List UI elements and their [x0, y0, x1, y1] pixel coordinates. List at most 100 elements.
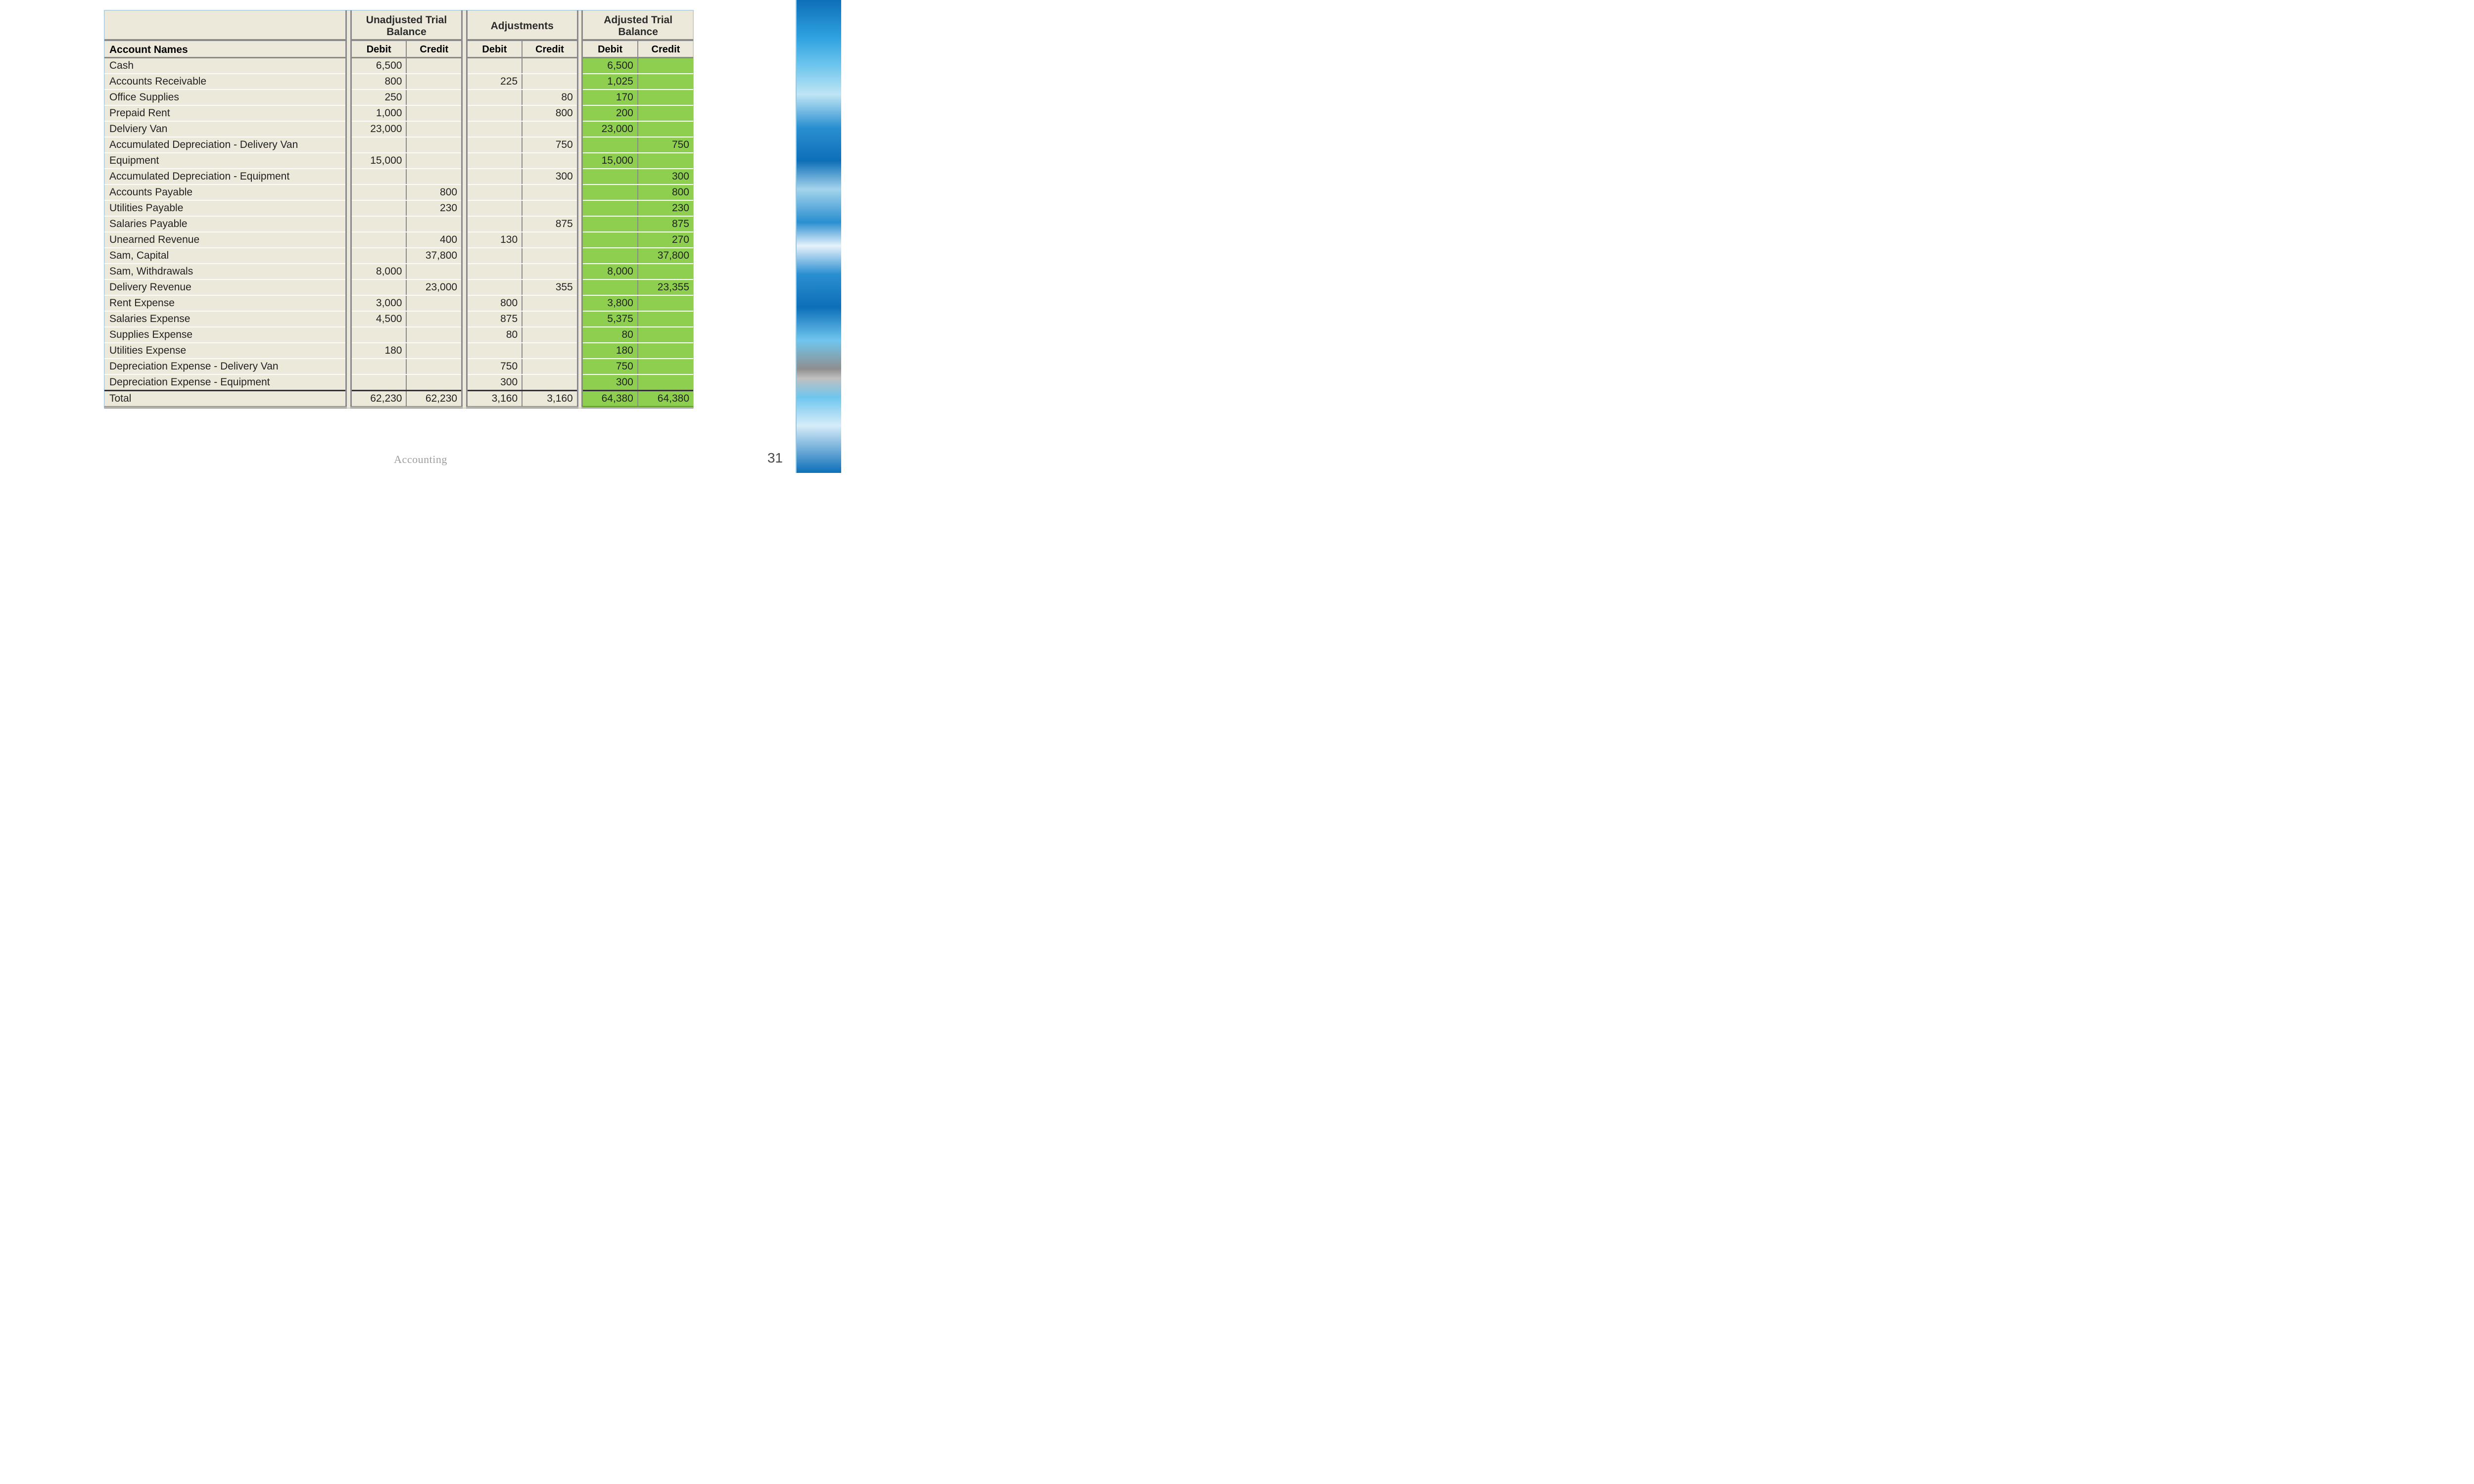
value-cell [638, 74, 693, 90]
account-name-cell: Delviery Van [104, 121, 346, 137]
group-separator [462, 137, 467, 153]
value-cell [467, 169, 522, 185]
group-separator [346, 248, 351, 264]
value-cell: 5,375 [582, 311, 638, 327]
table-row: Accumulated Depreciation - Delivery Van7… [104, 137, 693, 153]
value-cell: 8,000 [582, 264, 638, 279]
value-cell [406, 264, 462, 279]
value-cell [522, 232, 577, 248]
table-row: Unearned Revenue400130270 [104, 232, 693, 248]
value-cell [522, 74, 577, 90]
value-cell: 62,230 [351, 391, 406, 408]
account-name-cell: Accounts Receivable [104, 74, 346, 90]
group-separator [577, 311, 582, 327]
value-cell: 800 [351, 74, 406, 90]
value-cell [406, 311, 462, 327]
table-row: Salaries Payable875875 [104, 216, 693, 232]
account-name-cell: Depreciation Expense - Delivery Van [104, 359, 346, 374]
account-name-cell: Accumulated Depreciation - Delivery Van [104, 137, 346, 153]
account-names-header: Account Names [104, 40, 346, 58]
value-cell [467, 248, 522, 264]
value-cell [467, 137, 522, 153]
value-cell: 15,000 [582, 153, 638, 169]
value-cell [467, 153, 522, 169]
table-row: Rent Expense3,0008003,800 [104, 295, 693, 311]
value-cell: 3,160 [522, 391, 577, 408]
value-cell [522, 359, 577, 374]
group-separator [462, 200, 467, 216]
value-cell: 250 [351, 90, 406, 105]
table-row: Accumulated Depreciation - Equipment3003… [104, 169, 693, 185]
group-separator [346, 295, 351, 311]
col-header: Debit [582, 40, 638, 58]
group-separator [462, 153, 467, 169]
value-cell: 80 [522, 90, 577, 105]
value-cell [582, 248, 638, 264]
value-cell [406, 58, 462, 74]
group-separator [577, 153, 582, 169]
value-cell: 750 [467, 359, 522, 374]
value-cell [582, 232, 638, 248]
group-separator [462, 185, 467, 200]
group-separator [577, 90, 582, 105]
account-name-cell: Accumulated Depreciation - Equipment [104, 169, 346, 185]
account-name-cell: Depreciation Expense - Equipment [104, 374, 346, 391]
table-row: Prepaid Rent1,000800200 [104, 105, 693, 121]
group-separator [577, 391, 582, 408]
value-cell [351, 279, 406, 295]
account-name-cell: Rent Expense [104, 295, 346, 311]
group-separator [577, 327, 582, 343]
group-separator [346, 169, 351, 185]
table-body: Cash6,5006,500Accounts Receivable8002251… [104, 58, 693, 408]
value-cell: 130 [467, 232, 522, 248]
group-separator [577, 216, 582, 232]
value-cell [638, 343, 693, 359]
value-cell: 8,000 [351, 264, 406, 279]
value-cell: 170 [582, 90, 638, 105]
group-separator [346, 264, 351, 279]
value-cell: 3,800 [582, 295, 638, 311]
value-cell [406, 374, 462, 391]
account-name-cell: Total [104, 391, 346, 408]
group-separator [577, 374, 582, 391]
value-cell: 3,000 [351, 295, 406, 311]
value-cell [638, 311, 693, 327]
group-separator [346, 311, 351, 327]
table-row: Office Supplies25080170 [104, 90, 693, 105]
value-cell: 23,000 [351, 121, 406, 137]
value-cell [351, 200, 406, 216]
group-separator [462, 216, 467, 232]
value-cell [351, 359, 406, 374]
account-name-cell: Prepaid Rent [104, 105, 346, 121]
group-separator [346, 185, 351, 200]
table-row: Supplies Expense8080 [104, 327, 693, 343]
value-cell: 1,025 [582, 74, 638, 90]
value-cell [522, 153, 577, 169]
table-row: Total62,23062,2303,1603,16064,38064,380 [104, 391, 693, 408]
value-cell [638, 359, 693, 374]
group-header-adjustments: Adjustments [467, 10, 577, 40]
value-cell [582, 216, 638, 232]
group-separator [346, 105, 351, 121]
table-row: Utilities Expense180180 [104, 343, 693, 359]
group-separator [346, 391, 351, 408]
group-separator [462, 74, 467, 90]
value-cell [406, 295, 462, 311]
value-cell [582, 200, 638, 216]
value-cell: 23,000 [582, 121, 638, 137]
value-cell [406, 343, 462, 359]
group-separator [462, 264, 467, 279]
account-name-cell: Utilities Expense [104, 343, 346, 359]
value-cell [467, 279, 522, 295]
value-cell: 62,230 [406, 391, 462, 408]
value-cell: 800 [522, 105, 577, 121]
group-separator [462, 327, 467, 343]
table-row: Utilities Payable230230 [104, 200, 693, 216]
group-separator [346, 74, 351, 90]
group-separator [346, 327, 351, 343]
col-header: Debit [467, 40, 522, 58]
value-cell [406, 169, 462, 185]
group-separator [462, 359, 467, 374]
table-row: Cash6,5006,500 [104, 58, 693, 74]
value-cell [582, 137, 638, 153]
